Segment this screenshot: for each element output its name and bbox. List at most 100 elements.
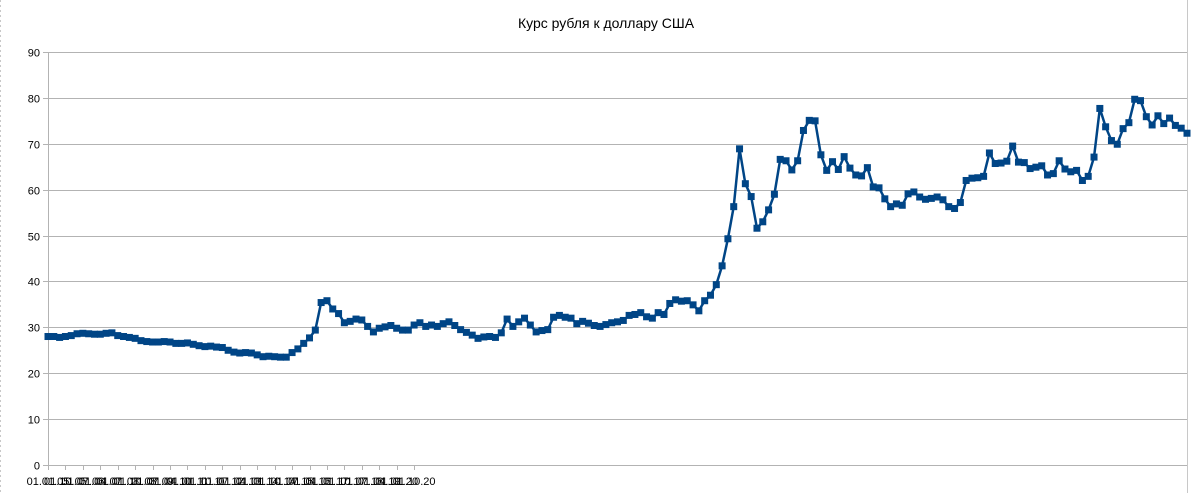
data-point-marker <box>991 160 999 168</box>
data-point-marker <box>439 320 447 328</box>
data-point-marker <box>1107 137 1115 145</box>
data-point-marker <box>840 153 848 161</box>
data-point-marker <box>718 262 726 270</box>
data-point-marker <box>1044 171 1052 179</box>
data-point-marker <box>1003 157 1011 165</box>
x-tick-label: 01.10.05 <box>44 476 87 488</box>
data-point-marker <box>614 318 621 326</box>
data-point-marker <box>1102 123 1110 131</box>
data-point-marker <box>474 334 482 342</box>
x-tick-label: 01.10.08 <box>114 476 157 488</box>
data-point-marker <box>189 340 197 348</box>
data-point-marker <box>131 334 139 342</box>
data-point-marker <box>61 333 69 341</box>
y-axis-ticks: 0 10 20 30 40 50 60 70 80 90 <box>28 48 40 473</box>
data-point-marker <box>921 195 929 203</box>
data-point-marker <box>927 194 935 202</box>
data-point-marker <box>201 343 209 351</box>
data-point-marker <box>329 305 337 313</box>
data-point-marker <box>910 188 918 196</box>
data-point-marker <box>364 322 372 330</box>
x-tick-label: 01.01.08 <box>96 476 139 488</box>
data-point-marker <box>567 314 575 322</box>
data-point-marker <box>67 332 75 340</box>
x-tick-label: 01.01.20 <box>375 476 418 488</box>
data-point-marker <box>468 331 476 339</box>
data-point-marker <box>770 190 778 198</box>
y-tick-label: 40 <box>28 277 40 289</box>
data-point-marker <box>916 193 924 201</box>
data-point-marker <box>323 297 331 305</box>
data-point-marker <box>794 157 802 165</box>
x-tick-label: 01.07.18 <box>340 476 383 488</box>
data-point-marker <box>648 314 656 322</box>
data-point-marker <box>584 319 592 327</box>
data-point-marker <box>143 338 151 346</box>
x-axis-ticks: 01.01.0501.10.0501.07.0601.04.0701.01.08… <box>27 465 436 488</box>
data-point-marker <box>951 204 959 212</box>
data-point-marker <box>102 329 110 337</box>
data-point-marker <box>1137 97 1145 105</box>
data-point-marker <box>1166 114 1174 122</box>
data-point-marker <box>73 330 81 338</box>
data-point-marker <box>253 351 261 359</box>
x-tick-label: 01.10.20 <box>393 476 436 488</box>
data-point-marker <box>358 316 366 324</box>
data-point-marker <box>846 164 854 172</box>
data-point-marker <box>1073 166 1081 174</box>
data-point-marker <box>1038 162 1046 170</box>
data-point-marker <box>300 339 308 347</box>
data-point-marker <box>544 326 552 334</box>
data-point-marker <box>428 321 436 329</box>
x-tick-label: 01.10.11 <box>184 476 226 488</box>
data-point-marker <box>317 299 325 307</box>
data-point-marker <box>573 320 581 328</box>
data-point-marker <box>817 151 825 159</box>
x-tick-label: 01.07.12 <box>201 476 244 488</box>
data-point-marker <box>515 318 523 326</box>
data-point-marker <box>178 339 186 347</box>
x-tick-label: 01.04.19 <box>358 476 401 488</box>
data-point-marker <box>108 329 116 337</box>
data-point-marker <box>480 333 488 341</box>
data-point-marker <box>550 313 558 321</box>
data-point-marker <box>898 201 906 209</box>
series-usd-rub <box>44 95 1191 361</box>
data-point-marker <box>526 321 534 329</box>
data-point-marker <box>782 157 790 165</box>
data-point-marker <box>701 297 709 305</box>
data-point-marker <box>985 149 993 157</box>
data-point-marker <box>1160 120 1168 128</box>
data-point-marker <box>242 349 250 357</box>
data-point-marker <box>736 145 744 153</box>
x-tick-label: 01.01.14 <box>236 476 279 488</box>
y-tick-label: 90 <box>28 48 40 60</box>
data-point-marker <box>654 309 662 317</box>
data-point-marker <box>160 338 168 346</box>
data-point-marker <box>939 196 947 204</box>
data-point-marker <box>183 339 191 347</box>
data-point-marker <box>271 353 279 361</box>
data-point-marker <box>90 330 98 338</box>
data-point-marker <box>869 183 877 191</box>
data-point-marker <box>311 326 319 334</box>
data-point-marker <box>829 158 837 166</box>
data-point-marker <box>1009 142 1017 150</box>
data-point-marker <box>50 333 58 341</box>
data-point-marker <box>207 342 215 350</box>
data-point-marker <box>509 322 517 330</box>
data-point-marker <box>149 338 157 346</box>
chart-title: Курс рубля к доллару США <box>518 15 695 31</box>
data-point-marker <box>858 172 866 180</box>
data-point-marker <box>85 330 93 338</box>
data-point-marker <box>1142 113 1150 121</box>
gridlines <box>43 52 1187 466</box>
data-point-marker <box>497 329 505 337</box>
data-point-marker <box>44 333 52 341</box>
data-point-marker <box>335 310 343 318</box>
data-point-marker <box>608 319 616 327</box>
data-point-marker <box>1125 119 1133 127</box>
data-point-marker <box>1148 121 1156 129</box>
data-point-marker <box>602 321 610 329</box>
data-point-marker <box>259 353 267 361</box>
